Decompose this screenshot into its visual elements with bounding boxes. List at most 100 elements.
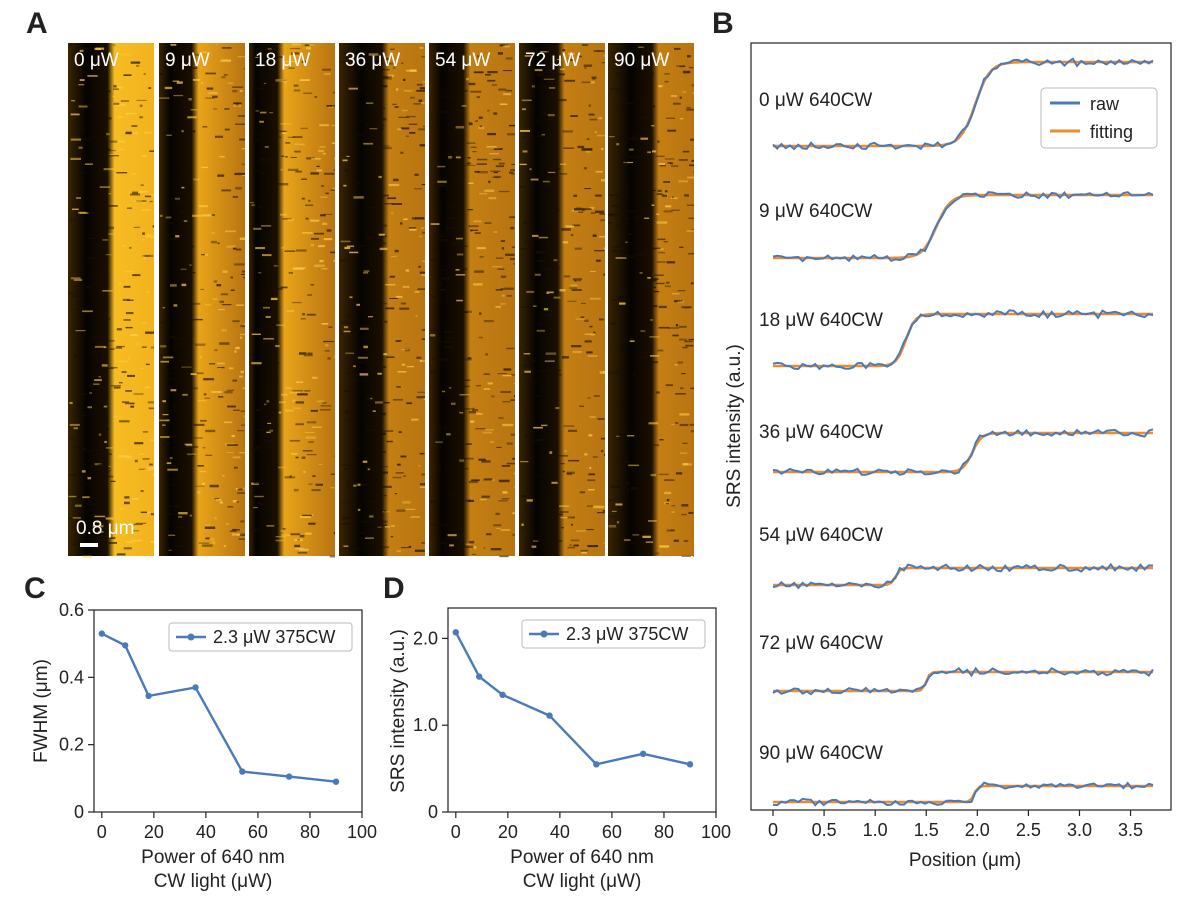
speckle bbox=[674, 47, 681, 50]
speckle bbox=[167, 536, 172, 538]
speckle bbox=[532, 234, 539, 237]
speckle bbox=[623, 161, 633, 164]
trace: 0 μW 640CW bbox=[759, 57, 1154, 151]
speckle bbox=[401, 363, 406, 366]
speckle bbox=[655, 282, 665, 285]
speckle bbox=[200, 419, 207, 422]
speckle bbox=[473, 283, 483, 286]
speckle bbox=[277, 183, 289, 186]
speckle bbox=[148, 407, 154, 410]
speckle bbox=[226, 444, 238, 446]
speckle bbox=[586, 138, 590, 140]
data-point bbox=[639, 750, 647, 757]
speckle bbox=[382, 511, 390, 513]
speckle bbox=[146, 291, 150, 294]
speckle bbox=[378, 524, 387, 526]
speckle bbox=[570, 284, 578, 287]
speckle bbox=[290, 52, 300, 55]
speckle bbox=[465, 543, 471, 546]
speckle bbox=[132, 274, 141, 277]
y-tick-label: 0.4 bbox=[59, 667, 84, 687]
speckle bbox=[510, 374, 515, 376]
speckle bbox=[534, 238, 538, 240]
speckle bbox=[382, 69, 390, 71]
speckle bbox=[471, 407, 475, 410]
speckle bbox=[537, 324, 541, 326]
speckle bbox=[82, 310, 93, 313]
speckle bbox=[531, 85, 535, 88]
speckle bbox=[448, 387, 452, 389]
speckle bbox=[208, 92, 218, 95]
speckle bbox=[614, 224, 625, 227]
speckle bbox=[253, 507, 258, 509]
speckle bbox=[444, 341, 452, 343]
speckle bbox=[678, 180, 688, 183]
speckle bbox=[586, 505, 593, 507]
speckle bbox=[608, 499, 616, 502]
speckle bbox=[513, 383, 515, 385]
speckle bbox=[561, 527, 564, 529]
speckle bbox=[683, 463, 692, 466]
panel-d-xlabel-line1: Power of 640 nm bbox=[510, 847, 654, 868]
speckle bbox=[209, 538, 215, 541]
speckle bbox=[433, 184, 445, 187]
speckle bbox=[564, 79, 576, 82]
speckle bbox=[505, 57, 513, 60]
speckle bbox=[658, 305, 667, 309]
speckle bbox=[651, 204, 655, 206]
speckle bbox=[118, 360, 129, 363]
speckle bbox=[319, 124, 329, 127]
speckle bbox=[320, 405, 332, 407]
speckle bbox=[468, 225, 479, 228]
image-strip: 54 μW bbox=[429, 43, 515, 558]
speckle bbox=[233, 466, 238, 469]
speckle bbox=[421, 542, 425, 544]
speckle bbox=[169, 457, 173, 460]
speckle bbox=[377, 372, 382, 375]
speckle bbox=[476, 96, 481, 99]
speckle bbox=[470, 420, 475, 423]
speckle bbox=[684, 340, 693, 343]
speckle bbox=[262, 438, 272, 442]
speckle bbox=[461, 105, 467, 107]
panel-b-ylabel: SRS intensity (a.u.) bbox=[724, 344, 745, 508]
speckle bbox=[233, 409, 240, 411]
data-point bbox=[332, 778, 340, 785]
speckle bbox=[403, 78, 406, 81]
speckle bbox=[170, 43, 177, 46]
speckle bbox=[200, 288, 205, 290]
speckle bbox=[603, 370, 605, 373]
speckle bbox=[301, 60, 307, 63]
speckle bbox=[126, 207, 133, 209]
panel-c-frame bbox=[93, 609, 363, 813]
speckle bbox=[297, 539, 300, 541]
speckle bbox=[455, 274, 466, 276]
speckle bbox=[390, 525, 395, 527]
speckle bbox=[388, 183, 400, 187]
speckle bbox=[323, 238, 333, 241]
speckle bbox=[589, 270, 596, 272]
speckle bbox=[403, 475, 406, 477]
speckle bbox=[557, 98, 567, 102]
speckle bbox=[295, 381, 304, 383]
data-point bbox=[145, 692, 152, 700]
speckle bbox=[486, 146, 497, 148]
speckle bbox=[527, 134, 534, 137]
speckle bbox=[212, 298, 218, 300]
speckle bbox=[536, 251, 547, 254]
speckle bbox=[608, 136, 615, 138]
speckle bbox=[94, 345, 106, 348]
speckle bbox=[563, 147, 574, 149]
speckle bbox=[503, 368, 512, 371]
speckle bbox=[615, 503, 623, 506]
speckle bbox=[240, 370, 245, 374]
strip-power-label: 90 μW bbox=[614, 50, 669, 71]
speckle bbox=[102, 290, 113, 292]
speckle bbox=[327, 357, 331, 360]
speckle bbox=[162, 356, 174, 359]
speckle bbox=[620, 402, 625, 405]
speckle bbox=[646, 305, 658, 308]
speckle bbox=[223, 74, 228, 76]
speckle bbox=[353, 196, 364, 199]
speckle bbox=[182, 418, 189, 421]
